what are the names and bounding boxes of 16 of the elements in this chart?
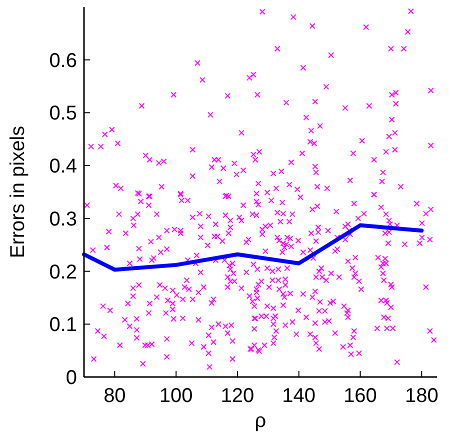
x-tick-label: 160 — [344, 385, 377, 407]
y-tick-label: 0.6 — [49, 50, 77, 72]
x-tick-label: 140 — [282, 385, 316, 407]
y-tick-label: 0.1 — [49, 314, 77, 336]
x-tick-label: 180 — [404, 385, 438, 407]
y-axis-title: Errors in pixels — [7, 126, 29, 258]
x-axis-title: ρ — [254, 410, 266, 432]
y-tick-label: 0.4 — [49, 156, 77, 178]
x-tick-label: 120 — [220, 385, 254, 407]
x-tick-label: 100 — [159, 385, 193, 407]
x-tick-label: 80 — [104, 385, 126, 407]
y-tick-label: 0 — [66, 367, 77, 389]
line-series — [82, 223, 424, 272]
y-tick-label: 0.3 — [49, 208, 77, 230]
y-tick-label: 0.2 — [49, 261, 77, 284]
y-tick-label: 0.5 — [49, 102, 77, 125]
